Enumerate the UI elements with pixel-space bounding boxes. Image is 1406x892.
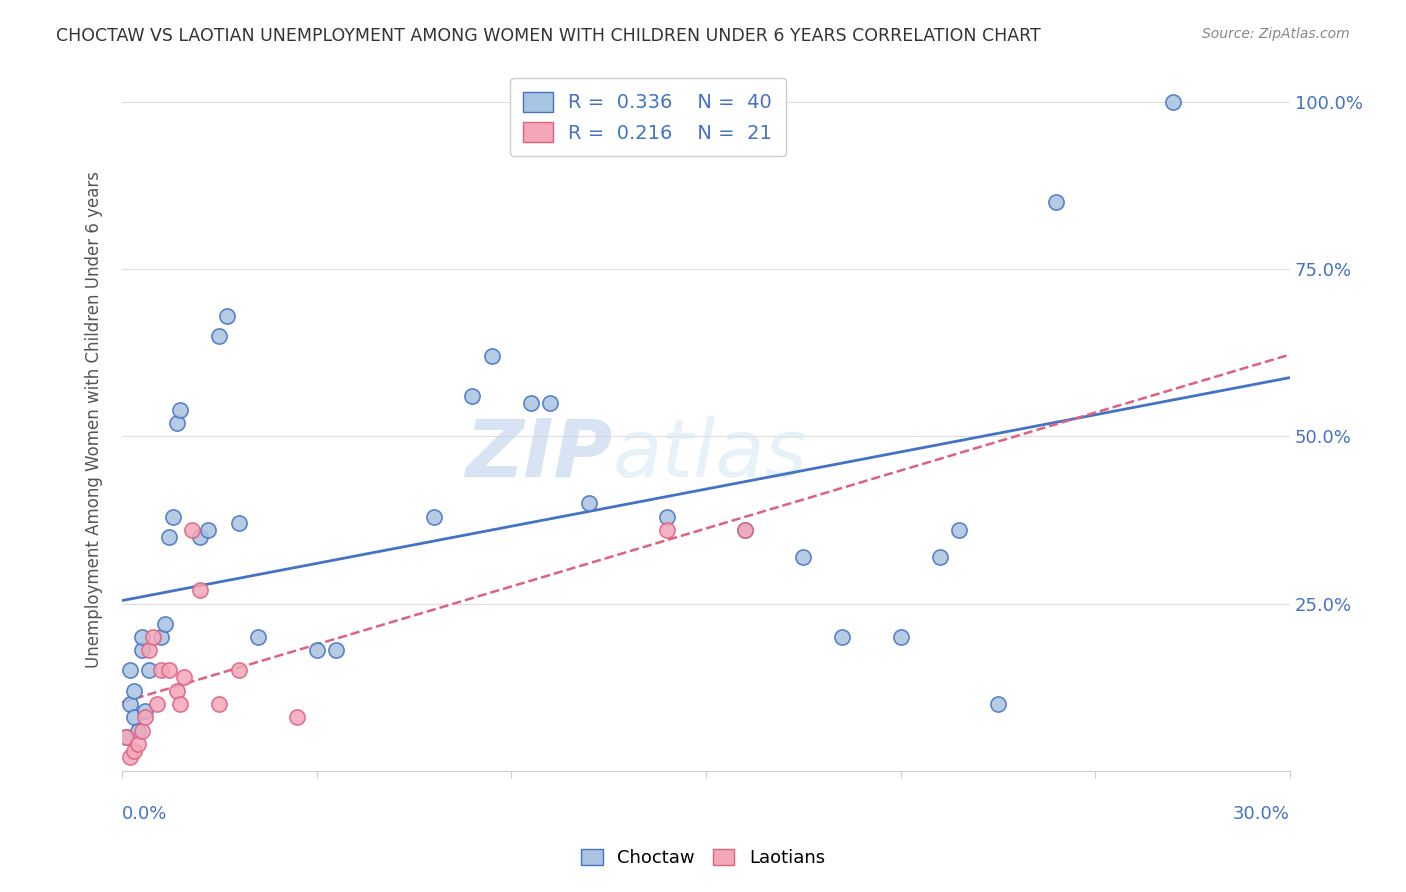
- Point: [538, 396, 561, 410]
- Point: [131, 630, 153, 644]
- Point: [325, 643, 347, 657]
- Point: [987, 697, 1010, 711]
- Point: [131, 723, 153, 738]
- Point: [208, 697, 231, 711]
- Point: [127, 737, 149, 751]
- Point: [247, 630, 270, 644]
- Y-axis label: Unemployment Among Women with Children Under 6 years: Unemployment Among Women with Children U…: [86, 171, 103, 668]
- Point: [188, 530, 211, 544]
- Point: [118, 697, 141, 711]
- Point: [153, 616, 176, 631]
- Point: [228, 516, 250, 531]
- Point: [792, 549, 814, 564]
- Point: [169, 697, 191, 711]
- Point: [115, 731, 138, 745]
- Legend: Choctaw, Laotians: Choctaw, Laotians: [574, 841, 832, 874]
- Point: [655, 509, 678, 524]
- Text: CHOCTAW VS LAOTIAN UNEMPLOYMENT AMONG WOMEN WITH CHILDREN UNDER 6 YEARS CORRELAT: CHOCTAW VS LAOTIAN UNEMPLOYMENT AMONG WO…: [56, 27, 1040, 45]
- Point: [734, 523, 756, 537]
- Point: [890, 630, 912, 644]
- Text: 0.0%: 0.0%: [122, 805, 167, 823]
- Point: [118, 664, 141, 678]
- Point: [948, 523, 970, 537]
- Point: [162, 509, 184, 524]
- Point: [122, 744, 145, 758]
- Point: [138, 643, 160, 657]
- Point: [131, 643, 153, 657]
- Point: [166, 683, 188, 698]
- Point: [208, 329, 231, 343]
- Point: [217, 309, 239, 323]
- Point: [134, 704, 156, 718]
- Legend: R =  0.336    N =  40, R =  0.216    N =  21: R = 0.336 N = 40, R = 0.216 N = 21: [510, 78, 786, 156]
- Point: [181, 523, 204, 537]
- Point: [138, 664, 160, 678]
- Point: [157, 530, 180, 544]
- Point: [122, 683, 145, 698]
- Point: [285, 710, 308, 724]
- Point: [422, 509, 444, 524]
- Point: [118, 750, 141, 764]
- Point: [169, 402, 191, 417]
- Text: 30.0%: 30.0%: [1233, 805, 1291, 823]
- Point: [173, 670, 195, 684]
- Point: [197, 523, 219, 537]
- Point: [520, 396, 543, 410]
- Point: [149, 664, 172, 678]
- Point: [305, 643, 328, 657]
- Point: [461, 389, 484, 403]
- Point: [734, 523, 756, 537]
- Text: Source: ZipAtlas.com: Source: ZipAtlas.com: [1202, 27, 1350, 41]
- Point: [127, 723, 149, 738]
- Point: [134, 710, 156, 724]
- Point: [228, 664, 250, 678]
- Text: ZIP: ZIP: [465, 416, 613, 494]
- Point: [655, 523, 678, 537]
- Point: [149, 630, 172, 644]
- Text: atlas: atlas: [613, 416, 807, 494]
- Point: [188, 583, 211, 598]
- Point: [166, 416, 188, 430]
- Point: [928, 549, 950, 564]
- Point: [481, 349, 503, 363]
- Point: [122, 710, 145, 724]
- Point: [578, 496, 600, 510]
- Point: [831, 630, 853, 644]
- Point: [115, 731, 138, 745]
- Point: [157, 664, 180, 678]
- Point: [146, 697, 169, 711]
- Point: [1045, 195, 1067, 210]
- Point: [142, 630, 165, 644]
- Point: [1161, 95, 1184, 109]
